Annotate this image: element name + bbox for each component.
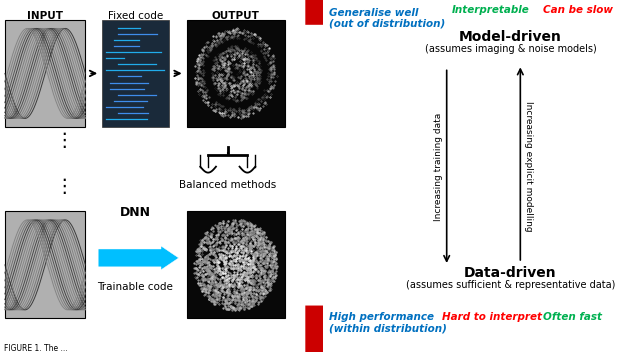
Text: (within distribution): (within distribution) — [329, 323, 447, 333]
Text: Can be slow: Can be slow — [543, 5, 613, 15]
Text: OUTPUT: OUTPUT — [212, 11, 260, 21]
Text: Interpretable: Interpretable — [452, 5, 529, 15]
Text: Data-driven: Data-driven — [464, 266, 557, 280]
FancyArrow shape — [98, 246, 179, 270]
Text: INPUT: INPUT — [27, 11, 63, 21]
Text: Fixed code: Fixed code — [108, 11, 163, 21]
Bar — [102, 20, 169, 127]
Bar — [186, 20, 285, 127]
Text: Generalise well: Generalise well — [329, 8, 419, 18]
Bar — [186, 211, 285, 318]
Text: ⋮: ⋮ — [54, 131, 74, 151]
Bar — [5, 20, 85, 127]
Text: (assumes sufficient & representative data): (assumes sufficient & representative dat… — [406, 280, 615, 290]
Text: High performance: High performance — [329, 312, 434, 322]
Bar — [5, 211, 85, 318]
Text: Increasing training data: Increasing training data — [435, 113, 444, 221]
Text: Increasing explicit modelling: Increasing explicit modelling — [524, 101, 532, 232]
Text: Balanced methods: Balanced methods — [179, 180, 276, 190]
Text: DNN: DNN — [120, 206, 151, 219]
Text: FIGURE 1. The ...: FIGURE 1. The ... — [4, 344, 68, 353]
Text: (out of distribution): (out of distribution) — [329, 19, 445, 29]
Text: ⋮: ⋮ — [54, 177, 74, 196]
Text: Model-driven: Model-driven — [459, 30, 562, 44]
Text: Often fast: Often fast — [543, 312, 602, 322]
Text: Hard to interpret: Hard to interpret — [442, 312, 542, 322]
FancyArrow shape — [296, 306, 333, 355]
Text: Trainable code: Trainable code — [97, 282, 173, 292]
FancyArrow shape — [296, 0, 333, 25]
Text: (assumes imaging & noise models): (assumes imaging & noise models) — [424, 44, 596, 54]
